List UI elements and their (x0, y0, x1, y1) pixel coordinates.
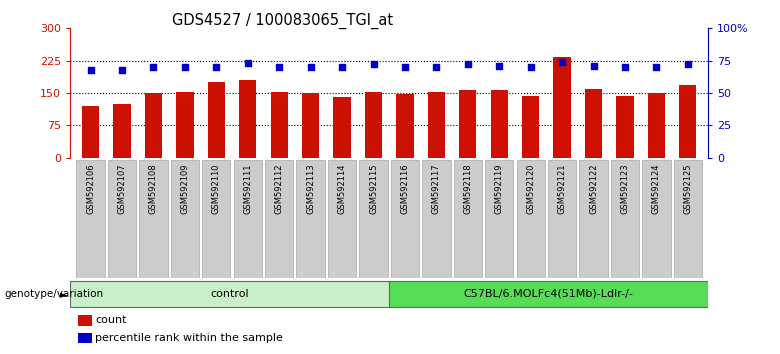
FancyBboxPatch shape (516, 160, 544, 278)
Bar (585, 88, 602, 158)
Text: GSM592106: GSM592106 (86, 164, 95, 214)
FancyBboxPatch shape (234, 160, 262, 278)
Point (556, 59, 569, 65)
FancyBboxPatch shape (202, 160, 231, 278)
Text: GSM592111: GSM592111 (243, 164, 252, 214)
FancyBboxPatch shape (70, 281, 389, 307)
Bar (176, 92, 193, 158)
Text: GSM592112: GSM592112 (275, 164, 284, 214)
Bar (427, 92, 445, 158)
Text: GSM592120: GSM592120 (526, 164, 535, 214)
Point (619, 64, 631, 70)
Point (682, 62, 694, 67)
Bar (365, 92, 382, 158)
Text: GSM592116: GSM592116 (400, 164, 410, 214)
FancyBboxPatch shape (108, 160, 136, 278)
Bar (522, 96, 539, 158)
Text: C57BL/6.MOLFc4(51Mb)-Ldlr-/-: C57BL/6.MOLFc4(51Mb)-Ldlr-/- (464, 289, 633, 299)
FancyBboxPatch shape (389, 281, 708, 307)
FancyBboxPatch shape (140, 160, 168, 278)
Point (524, 64, 537, 70)
Point (210, 64, 222, 70)
Bar (113, 104, 131, 158)
Text: GSM592117: GSM592117 (432, 164, 441, 214)
Bar (333, 97, 351, 158)
Text: GSM592108: GSM592108 (149, 164, 158, 214)
FancyBboxPatch shape (76, 160, 105, 278)
FancyBboxPatch shape (580, 160, 608, 278)
Bar (679, 85, 697, 158)
Bar (82, 106, 99, 158)
FancyBboxPatch shape (485, 160, 513, 278)
Point (367, 62, 380, 67)
Point (242, 61, 254, 66)
Bar (239, 80, 257, 158)
Point (179, 64, 191, 70)
Bar (616, 96, 633, 158)
Point (462, 62, 474, 67)
Point (147, 64, 160, 70)
FancyBboxPatch shape (548, 160, 576, 278)
Point (430, 64, 442, 70)
FancyBboxPatch shape (422, 160, 451, 278)
Text: percentile rank within the sample: percentile rank within the sample (95, 333, 283, 343)
Point (273, 64, 285, 70)
Text: GSM592125: GSM592125 (683, 164, 693, 214)
Text: genotype/variation: genotype/variation (4, 289, 103, 299)
Text: ►: ► (60, 289, 68, 299)
FancyBboxPatch shape (171, 160, 199, 278)
Point (336, 64, 349, 70)
Point (651, 64, 663, 70)
Text: GSM592109: GSM592109 (180, 164, 190, 214)
FancyBboxPatch shape (391, 160, 419, 278)
Bar (207, 82, 225, 158)
FancyBboxPatch shape (674, 160, 702, 278)
Text: GSM592118: GSM592118 (463, 164, 473, 214)
FancyBboxPatch shape (360, 160, 388, 278)
Bar (145, 93, 162, 158)
FancyBboxPatch shape (454, 160, 482, 278)
Point (399, 64, 411, 70)
Text: GSM592110: GSM592110 (212, 164, 221, 214)
Bar (459, 90, 477, 158)
FancyBboxPatch shape (296, 160, 324, 278)
FancyBboxPatch shape (642, 160, 671, 278)
Bar (554, 57, 571, 158)
Text: GSM592119: GSM592119 (495, 164, 504, 214)
Point (115, 67, 128, 73)
FancyBboxPatch shape (328, 160, 356, 278)
FancyBboxPatch shape (611, 160, 639, 278)
FancyBboxPatch shape (265, 160, 293, 278)
Text: GSM592124: GSM592124 (652, 164, 661, 214)
Point (493, 63, 505, 69)
Text: GSM592123: GSM592123 (620, 164, 629, 214)
Text: GSM592113: GSM592113 (306, 164, 315, 214)
Text: GSM592121: GSM592121 (558, 164, 566, 214)
Bar (302, 93, 319, 158)
Point (304, 64, 317, 70)
Text: GDS4527 / 100083065_TGI_at: GDS4527 / 100083065_TGI_at (172, 12, 392, 29)
Text: GSM592115: GSM592115 (369, 164, 378, 214)
Bar (271, 92, 288, 158)
Text: GSM592122: GSM592122 (589, 164, 598, 214)
Bar (491, 90, 508, 158)
Text: count: count (95, 315, 126, 325)
Point (587, 63, 600, 69)
Bar (396, 94, 413, 158)
Bar (647, 93, 665, 158)
Text: GSM592107: GSM592107 (118, 164, 126, 214)
Text: control: control (211, 289, 249, 299)
Point (84, 67, 97, 73)
Text: GSM592114: GSM592114 (338, 164, 346, 214)
